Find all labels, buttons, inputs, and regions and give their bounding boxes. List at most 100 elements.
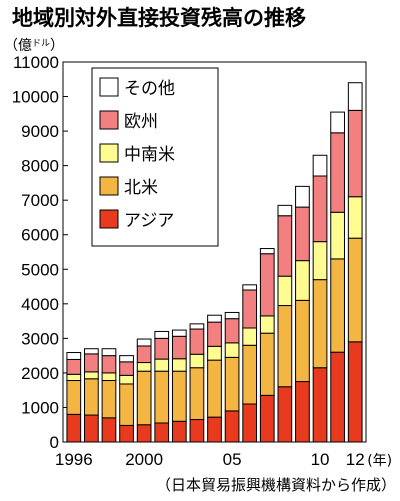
y-tick-label: 2000 [21,364,59,383]
bar-segment [84,348,99,355]
bar-segment [119,383,134,426]
bar-segment [119,374,134,385]
legend-label: 中南米 [124,145,175,165]
bar-segment [347,109,363,198]
bar-segment [312,241,328,281]
bar-segment [295,260,310,301]
bar-segment [136,362,152,372]
bar-segment [84,371,99,380]
bar-segment [347,237,363,343]
bar-segment [330,351,345,443]
bar-segment [207,345,222,361]
bar-segment [277,215,293,277]
bar-segment [171,420,187,443]
bar-segment [66,352,82,360]
bar-segment [66,358,82,375]
bar-segment [277,386,293,443]
bar-segment [347,341,363,443]
x-tick-label: 05 [223,450,242,469]
y-unit-close: ） [50,38,64,54]
bar-segment [312,175,328,243]
chart-title: 地域別対外直接投資残高の推移 [12,6,306,30]
bar-segment [171,358,187,372]
y-tick-label: 9000 [21,122,59,141]
legend-swatch [99,209,119,229]
plot-frame [62,61,367,443]
legend-swatch [99,77,119,97]
x-axis: 1996 2000 05 10 12 (年) [55,450,392,469]
bar-segment [259,315,275,334]
x-tick-label: 1996 [55,450,93,469]
bar-segment [330,211,345,260]
bar-segment [66,380,82,415]
bar-segment [154,358,170,372]
y-axis: 0 1000 2000 3000 4000 5000 6000 7000 8000 9000 100… [12,53,68,452]
y-tick-label: 8000 [21,157,59,176]
y-unit-small: ドル [32,39,50,49]
bar-segment [242,289,258,329]
bar-segment [119,424,134,443]
y-tick-label: 3000 [21,329,59,348]
bar-segment [330,258,345,353]
bar-segment [154,370,170,424]
bar-segment [242,344,258,405]
y-tick-label: 10000 [12,88,59,107]
bar-segment [207,321,222,347]
bar-segment [84,353,99,373]
bar-segment [224,311,240,320]
bar-segment [295,206,310,262]
y-tick-label: 11000 [13,53,59,72]
bar-segment [224,318,240,344]
bar-segment [224,356,240,412]
legend-label: 北米 [124,178,158,198]
y-unit-label: （億ドル） [4,38,64,54]
bar-segment [259,248,275,255]
bar-segment [136,370,152,426]
bar-segment [136,338,152,347]
bar-segment [259,394,275,443]
bar-segment [101,380,117,419]
bar-segment [66,373,82,382]
bar-segment [259,332,275,396]
bar-segment [154,337,170,360]
bar-segment [66,413,82,443]
x-tick-label: 12 [346,450,365,469]
bar-segment [312,279,328,369]
bar-segment [277,275,293,307]
bar-segment [330,111,345,134]
source-note: （日本貿易振興機構資料から作成） [156,476,396,494]
bar-segment [101,372,117,382]
y-tick-label: 1000 [21,398,59,417]
bar-segment [101,417,117,443]
bar-segment [347,82,363,111]
bar-segment [119,355,134,363]
bar-segment [277,305,293,388]
y-tick-label: 7000 [21,191,59,210]
bar-segment [189,353,205,369]
bar-segment [242,327,258,346]
legend-label: その他 [124,79,175,99]
legend-label: アジア [124,211,174,231]
bar-segment [295,299,310,383]
legend-swatch [99,143,119,163]
bar-segment [84,414,99,443]
y-unit-main: （億 [4,38,32,54]
bar-segment [189,323,205,330]
bar-segment [171,335,187,360]
legend-label: 欧州 [124,112,158,132]
bar-segment [207,416,222,443]
bar-segment [295,185,310,208]
bar-segment [171,370,187,422]
bar-segment [189,367,205,421]
bar-segment [101,348,117,357]
bar-segment [171,329,187,337]
bar-segment [101,355,117,374]
bar-segment [242,284,258,291]
bar-segment [312,367,328,443]
x-tick-label: 2000 [125,450,163,469]
bar-segment [277,204,293,217]
bar-segment [119,361,134,376]
bar-segment [84,378,99,416]
bar-segment [330,132,345,213]
